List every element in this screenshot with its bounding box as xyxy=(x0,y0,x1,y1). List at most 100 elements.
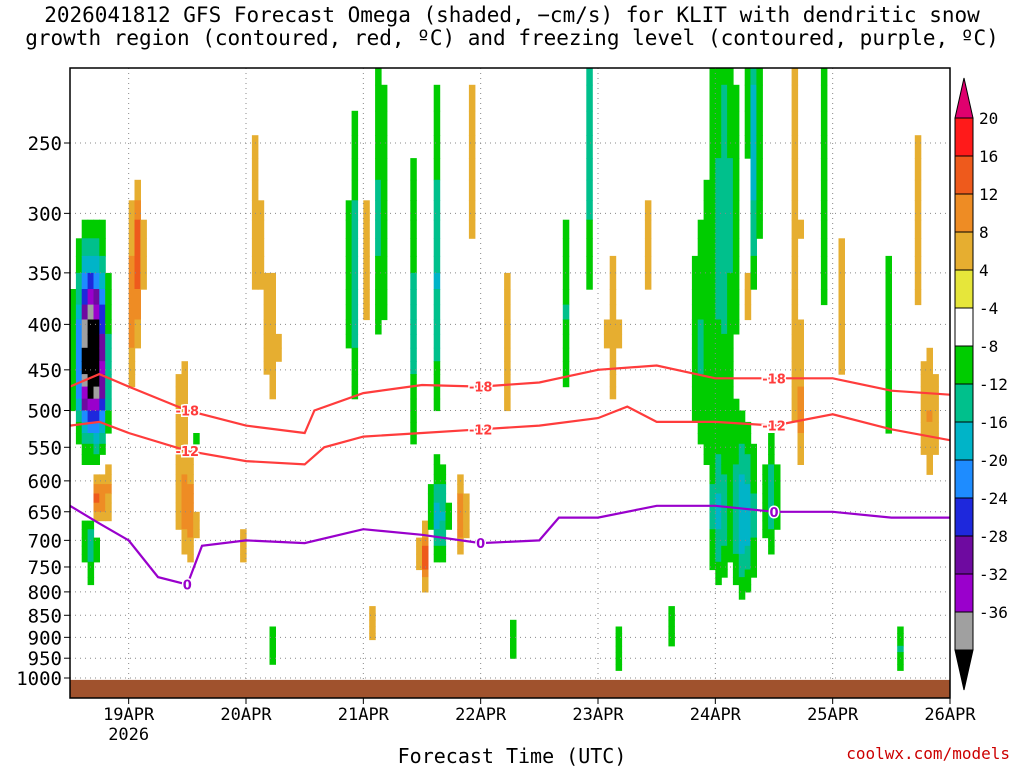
omega-cell xyxy=(433,493,441,504)
omega-cell xyxy=(93,319,100,335)
omega-cell xyxy=(463,493,470,504)
omega-cell xyxy=(721,200,728,221)
omega-cell xyxy=(926,398,933,412)
omega-cell xyxy=(380,304,388,321)
omega-cell xyxy=(691,374,699,388)
contour-label: -18 xyxy=(176,405,200,420)
omega-cell xyxy=(81,219,89,239)
omega-cell xyxy=(410,238,417,257)
omega-cell xyxy=(375,200,382,221)
omega-cell xyxy=(744,484,752,495)
omega-cell xyxy=(721,398,728,412)
omega-cell xyxy=(721,135,728,159)
omega-cell xyxy=(797,361,804,375)
omega-cell xyxy=(697,386,705,400)
omega-cell xyxy=(187,553,194,563)
omega-cell xyxy=(105,511,112,522)
omega-cell xyxy=(105,386,112,400)
omega-cell xyxy=(914,289,922,306)
omega-cell xyxy=(721,410,728,423)
omega-cell xyxy=(75,374,83,388)
omega-cell xyxy=(750,200,757,221)
omega-cell xyxy=(615,652,623,659)
omega-cell xyxy=(727,272,734,290)
omega-cell xyxy=(457,474,464,485)
omega-cell xyxy=(838,319,845,335)
omega-cell xyxy=(715,553,722,563)
omega-cell xyxy=(81,421,89,434)
omega-cell xyxy=(504,347,511,362)
omega-cell xyxy=(727,553,734,563)
omega-cell xyxy=(762,493,769,504)
omega-cell xyxy=(81,272,89,290)
omega-cell xyxy=(914,272,922,290)
omega-cell xyxy=(93,255,100,274)
omega-cell xyxy=(797,219,804,239)
omega-cell xyxy=(275,347,282,362)
omega-cell xyxy=(732,158,740,181)
omega-cell xyxy=(703,304,711,321)
omega-cell xyxy=(504,272,511,290)
omega-cell xyxy=(269,361,276,375)
omega-cell xyxy=(897,639,904,647)
omega-cell xyxy=(93,238,100,257)
omega-cell xyxy=(762,511,769,522)
omega-cell xyxy=(721,319,728,335)
omega-cell xyxy=(562,219,570,239)
omega-cell xyxy=(768,443,775,455)
omega-cell xyxy=(750,553,757,563)
omega-cell xyxy=(644,272,652,290)
omega-cell xyxy=(703,272,711,290)
omega-cell xyxy=(93,347,100,362)
omega-cell xyxy=(820,84,828,112)
omega-cell xyxy=(703,398,711,412)
omega-cell xyxy=(99,493,106,504)
y-tick-label: 800 xyxy=(28,582,62,604)
omega-cell xyxy=(715,386,722,400)
omega-cell xyxy=(744,135,752,159)
omega-cell xyxy=(375,68,382,86)
omega-cell xyxy=(345,319,353,335)
omega-cell xyxy=(433,135,441,159)
omega-cell xyxy=(727,398,734,412)
omega-cell xyxy=(457,511,464,522)
omega-cell xyxy=(721,238,728,257)
omega-cell xyxy=(99,398,106,412)
omega-cell xyxy=(257,219,265,239)
omega-cell xyxy=(369,606,376,614)
omega-cell xyxy=(433,200,441,221)
omega-cell xyxy=(732,219,740,239)
omega-cell xyxy=(433,553,441,563)
y-tick-label: 750 xyxy=(28,557,62,579)
omega-cell xyxy=(181,537,188,547)
omega-cell xyxy=(240,553,247,563)
omega-cell xyxy=(422,545,429,555)
omega-cell xyxy=(774,502,781,513)
omega-cell xyxy=(410,319,417,335)
omega-cell xyxy=(838,238,845,257)
omega-cell xyxy=(774,484,781,495)
omega-cell xyxy=(240,545,247,555)
omega-cell xyxy=(709,511,716,522)
omega-cell xyxy=(727,545,734,555)
omega-cell xyxy=(709,410,716,423)
omega-cell xyxy=(181,545,188,555)
omega-cell xyxy=(715,410,722,423)
omega-cell xyxy=(768,520,775,530)
omega-cell xyxy=(609,386,617,400)
omega-cell xyxy=(369,613,376,621)
omega-cell xyxy=(81,333,89,349)
omega-cell xyxy=(820,135,828,159)
omega-cell xyxy=(797,443,804,455)
omega-cell xyxy=(240,537,247,547)
omega-cell xyxy=(885,347,892,362)
omega-cell xyxy=(744,474,752,485)
omega-cell xyxy=(691,333,699,349)
omega-cell xyxy=(791,347,799,362)
omega-cell xyxy=(105,484,112,495)
omega-cell xyxy=(75,238,83,257)
omega-cell xyxy=(504,333,511,349)
omega-cell xyxy=(422,561,429,571)
omega-cell xyxy=(410,410,417,423)
omega-cell xyxy=(885,361,892,375)
